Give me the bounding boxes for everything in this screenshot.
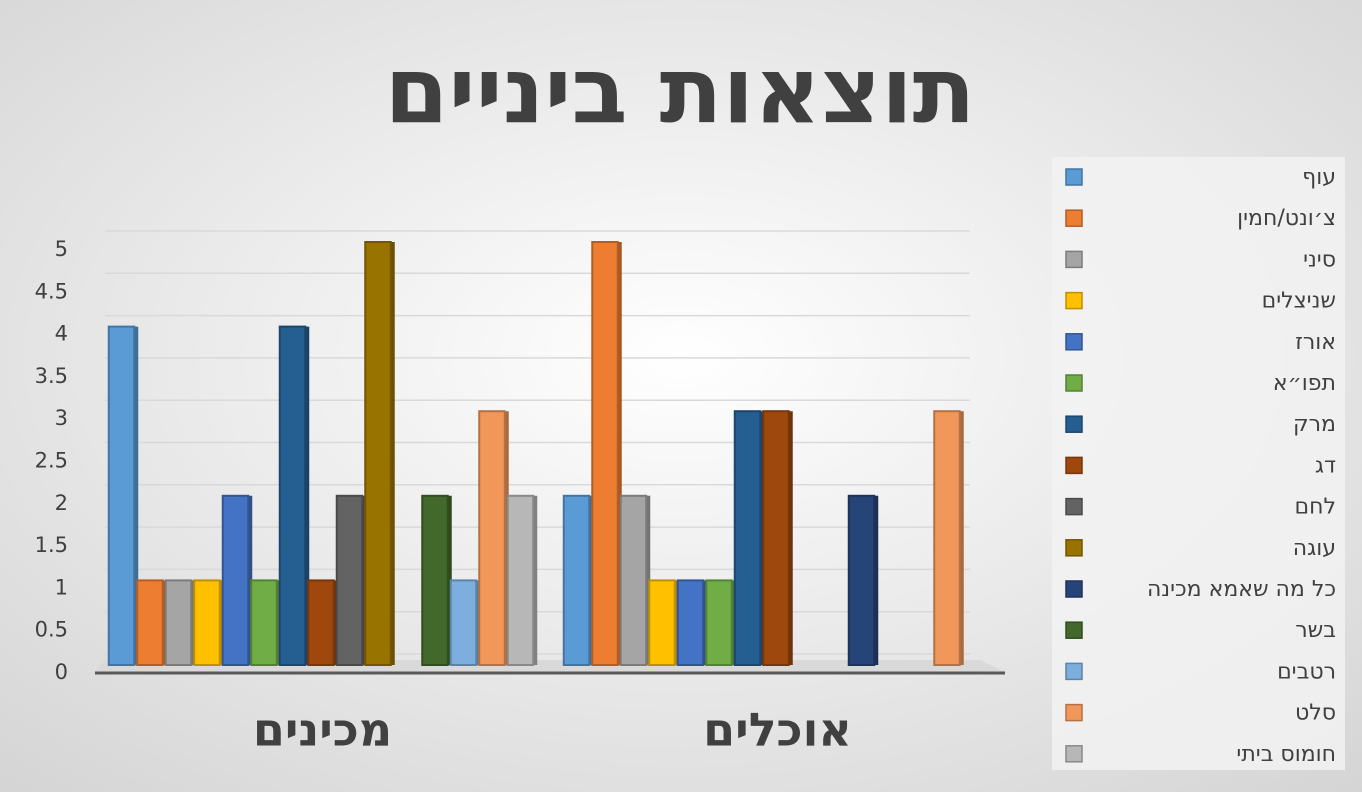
- legend-swatch: [1065, 291, 1083, 310]
- legend-swatch: [1065, 621, 1083, 639]
- legend-swatch: [1065, 703, 1083, 722]
- x-tick-label: מכינים: [253, 703, 392, 757]
- bar: [421, 494, 449, 666]
- bar: [364, 241, 392, 666]
- legend-label: עוגה: [1293, 536, 1336, 561]
- legend-label: מרק: [1293, 412, 1336, 437]
- bar: [193, 579, 221, 667]
- bar: [136, 579, 164, 667]
- legend-swatch: [1065, 662, 1083, 681]
- legend-label: שניצלים: [1262, 289, 1336, 314]
- bar: [164, 579, 193, 667]
- bar: [478, 410, 506, 667]
- chart-title: תוצאות ביניים: [384, 37, 975, 144]
- bar: [307, 579, 335, 667]
- legend-swatch: [1065, 209, 1083, 227]
- legend-swatch: [1065, 745, 1083, 763]
- bar: [648, 579, 676, 667]
- legend-label: בשר: [1295, 618, 1336, 643]
- legend-swatch: [1065, 374, 1083, 392]
- bar: [705, 579, 733, 667]
- legend-label: רטבים: [1277, 659, 1336, 684]
- bar: [107, 325, 136, 666]
- bar: [933, 410, 961, 667]
- bar: [847, 494, 876, 666]
- y-tick-label: 3: [55, 406, 68, 430]
- bar: [733, 410, 762, 667]
- legend-label: דג: [1315, 453, 1336, 478]
- bar: [591, 241, 619, 666]
- bar: [762, 410, 790, 667]
- legend-swatch: [1065, 415, 1083, 433]
- legend-swatch: [1065, 168, 1083, 186]
- bar: [335, 494, 364, 666]
- y-tick-label: 0.5: [35, 618, 68, 642]
- bar: [562, 494, 591, 666]
- bar: [619, 494, 648, 666]
- y-tick-label: 1.5: [35, 533, 68, 557]
- bar: [506, 494, 535, 666]
- y-tick-label: 0: [55, 660, 68, 684]
- y-tick-label: 5: [55, 237, 68, 261]
- legend-swatch: [1065, 580, 1083, 598]
- y-tick-label: 4.5: [35, 279, 68, 303]
- legend-label: תפו״א: [1273, 371, 1336, 396]
- bar: [221, 494, 250, 666]
- legend-label: עוף: [1302, 165, 1336, 190]
- y-tick-label: 4: [55, 322, 68, 346]
- legend-swatch: [1065, 250, 1083, 269]
- legend-label: סלט: [1295, 701, 1336, 726]
- bar: [449, 579, 478, 667]
- legend-label: אורז: [1295, 330, 1336, 355]
- legend-label: לחם: [1295, 495, 1336, 520]
- y-tick-label: 2: [55, 491, 68, 515]
- legend-swatch: [1065, 539, 1083, 557]
- y-tick-label: 2.5: [35, 449, 68, 473]
- legend-label: כל מה שאמא מכינה: [1147, 577, 1336, 602]
- x-tick-label: אוכלים: [703, 703, 852, 757]
- legend: [1052, 157, 1345, 770]
- legend-swatch: [1065, 333, 1083, 351]
- y-tick-label: 3.5: [35, 364, 68, 388]
- bar: [676, 579, 705, 667]
- bar: [278, 325, 307, 666]
- legend-swatch: [1065, 497, 1083, 516]
- legend-label: סיני: [1303, 247, 1336, 272]
- legend-swatch: [1065, 456, 1083, 475]
- legend-label: צ׳ונט/חמין: [1237, 206, 1336, 231]
- bar: [250, 579, 278, 667]
- legend-label: חומוס ביתי: [1236, 742, 1336, 767]
- y-tick-label: 1: [55, 575, 68, 599]
